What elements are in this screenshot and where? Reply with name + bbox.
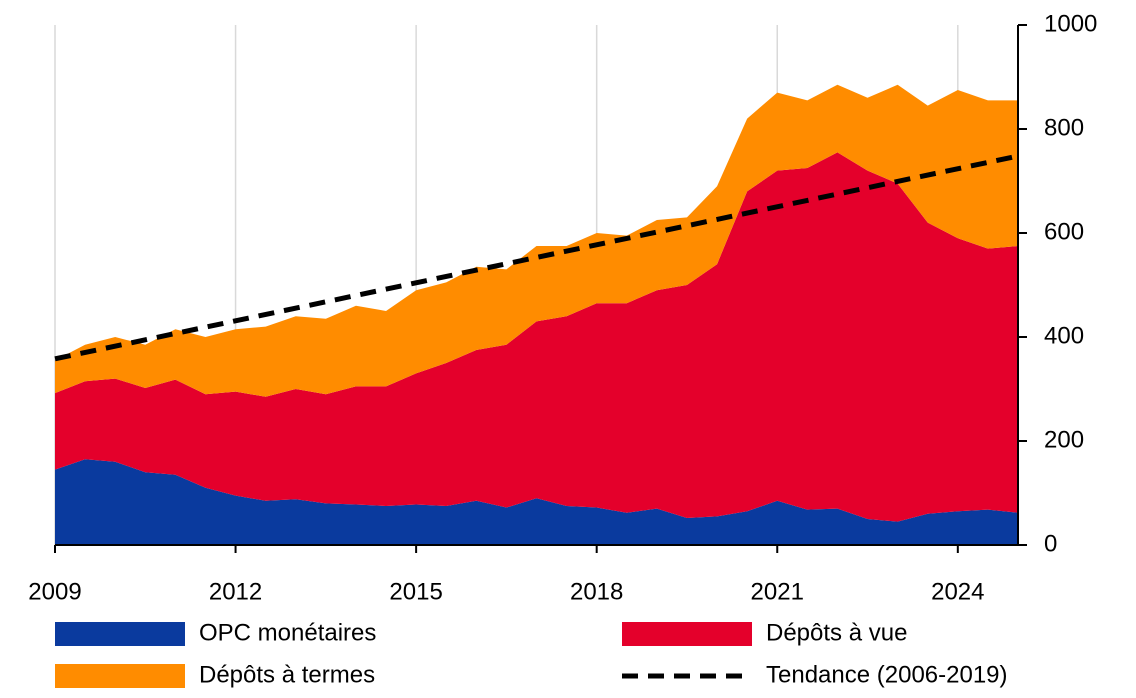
x-tick-label: 2009 [28,578,81,605]
trend-line [54,153,1019,362]
y-tick-label: 400 [1044,322,1084,349]
x-tick-label: 2021 [751,578,804,605]
x-tick-label: 2024 [931,578,984,605]
y-tick-label: 0 [1044,530,1057,557]
legend-label: Tendance (2006-2019) [766,661,1008,688]
x-tick-label: 2015 [389,578,442,605]
legend-label: Dépôts à vue [766,619,907,646]
legend-label: Dépôts à termes [199,661,375,688]
y-tick-label: 600 [1044,218,1084,245]
legend-label: OPC monétaires [199,619,376,646]
legend-swatch [55,622,185,646]
y-tick-label: 800 [1044,114,1084,141]
legend-swatch [622,622,752,646]
x-tick-label: 2018 [570,578,623,605]
area [55,84,1018,397]
x-tick-label: 2012 [209,578,262,605]
y-tick-label: 200 [1044,426,1084,453]
area [55,459,1018,545]
legend-swatch [55,664,185,688]
y-tick-label: 1000 [1044,10,1097,37]
area [55,152,1018,522]
